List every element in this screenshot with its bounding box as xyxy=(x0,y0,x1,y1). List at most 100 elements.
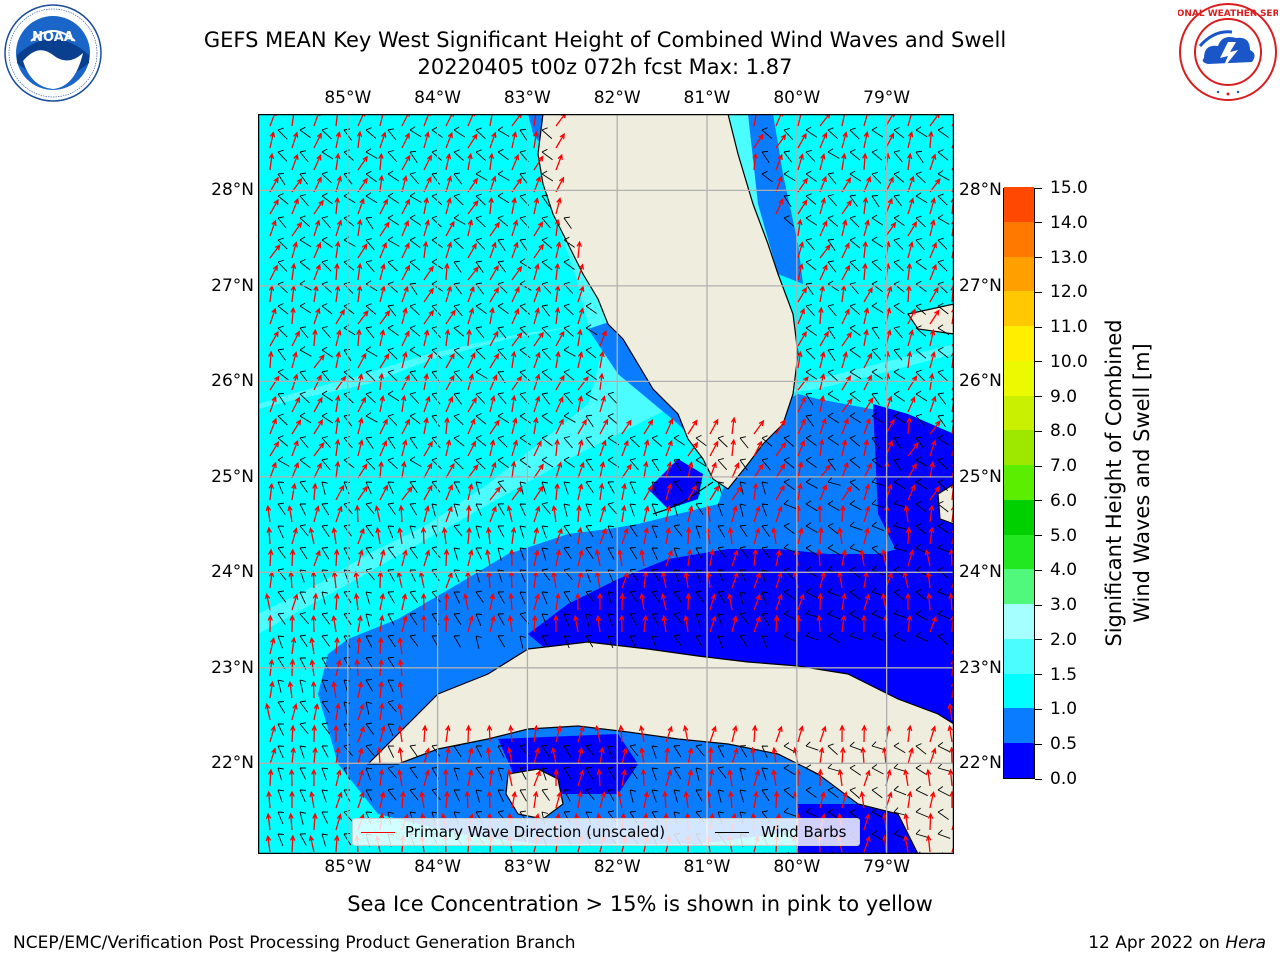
wave-direction-arrow xyxy=(401,307,408,325)
colorbar-tick-label: 8.0 xyxy=(1050,421,1078,442)
wave-direction-arrow xyxy=(599,350,605,369)
wave-direction-arrow xyxy=(621,482,627,501)
wind-barb xyxy=(299,172,309,185)
wave-direction-arrow xyxy=(401,351,408,369)
wave-direction-arrow xyxy=(489,592,496,611)
wind-barb xyxy=(497,789,505,802)
wave-direction-arrow xyxy=(489,221,500,237)
wind-barb xyxy=(519,303,531,315)
wave-direction-arrow xyxy=(775,548,782,567)
wave-direction-arrow xyxy=(357,463,368,479)
wave-direction-arrow xyxy=(291,461,299,479)
wave-direction-arrow xyxy=(687,768,694,787)
wind-barb xyxy=(497,148,509,161)
wave-direction-arrow xyxy=(489,287,499,303)
wave-direction-arrow xyxy=(334,114,341,127)
wind-barb xyxy=(321,127,332,140)
wind-barb xyxy=(827,304,837,317)
wind-barb xyxy=(541,127,553,139)
wind-barb xyxy=(475,613,483,627)
wind-barb xyxy=(585,524,594,538)
wind-barb xyxy=(409,503,418,516)
wind-barb xyxy=(387,192,400,204)
lon-label-bottom: 85°W xyxy=(324,857,372,877)
wind-barb xyxy=(519,456,531,468)
wind-barb xyxy=(409,391,420,404)
wave-direction-arrow xyxy=(906,614,913,633)
wind-barb xyxy=(299,150,309,163)
wind-barb xyxy=(827,348,836,362)
wave-direction-arrow xyxy=(553,768,559,787)
wind-barb xyxy=(673,458,682,472)
wind-barb xyxy=(849,457,861,469)
wave-direction-arrow xyxy=(907,375,918,391)
wind-barb xyxy=(277,635,285,649)
lat-label-right: 23°N xyxy=(959,657,1002,678)
wind-barb xyxy=(783,567,794,580)
wave-direction-arrow xyxy=(378,702,385,721)
wave-direction-arrow xyxy=(444,592,450,611)
wind-barb xyxy=(453,612,462,626)
wave-direction-arrow xyxy=(401,175,408,193)
wave-direction-arrow xyxy=(423,505,430,523)
wave-direction-arrow xyxy=(665,549,673,567)
wind-barb xyxy=(365,238,375,251)
wave-direction-arrow xyxy=(841,199,852,215)
wave-direction-arrow xyxy=(335,308,345,325)
wave-direction-arrow xyxy=(709,485,720,501)
wind-barb xyxy=(937,742,950,753)
wave-direction-arrow xyxy=(621,571,629,589)
wind-barb xyxy=(321,326,331,339)
wave-direction-arrow xyxy=(841,114,848,127)
wave-direction-arrow xyxy=(467,352,476,369)
wave-direction-arrow xyxy=(797,526,804,545)
wave-direction-arrow xyxy=(709,461,717,479)
wind-barb xyxy=(321,236,333,248)
wind-barb xyxy=(937,786,950,797)
wave-direction-arrow xyxy=(555,725,562,743)
colorbar-tick-mark xyxy=(1035,222,1042,224)
wind-barb xyxy=(387,436,396,450)
wind-barb xyxy=(629,503,636,517)
wave-direction-arrow xyxy=(861,724,867,743)
wind-barb xyxy=(475,590,484,603)
wind-barb xyxy=(915,743,927,755)
wave-direction-arrow xyxy=(775,441,787,457)
wave-direction-arrow xyxy=(423,196,429,215)
wind-barb xyxy=(453,149,465,161)
wave-direction-arrow xyxy=(752,548,758,567)
wind-barb xyxy=(827,326,836,340)
wave-direction-arrow xyxy=(356,262,363,281)
wave-direction-arrow xyxy=(599,395,606,413)
wind-barb xyxy=(629,635,637,648)
wind-barb xyxy=(277,413,288,426)
colorbar-segment xyxy=(1004,742,1034,778)
wind-barb xyxy=(893,326,903,339)
wind-barb xyxy=(937,763,951,772)
wave-direction-arrow xyxy=(929,460,935,479)
wave-direction-arrow xyxy=(907,484,916,501)
wind-barb xyxy=(607,413,619,425)
wind-barb xyxy=(761,635,769,649)
wave-direction-arrow xyxy=(577,285,585,303)
wind-barb xyxy=(299,236,312,248)
wind-barb xyxy=(299,280,312,291)
wind-barb xyxy=(299,679,306,693)
wind-barb xyxy=(805,631,819,641)
wave-direction-arrow xyxy=(837,526,843,545)
wind-barb xyxy=(827,523,839,535)
wave-direction-arrow xyxy=(266,790,272,809)
wind-barb xyxy=(607,789,615,802)
wind-barb xyxy=(277,237,288,250)
wave-direction-arrow xyxy=(797,418,806,435)
wind-barb xyxy=(519,172,529,185)
wave-direction-arrow xyxy=(291,114,297,127)
wind-barb xyxy=(453,435,465,447)
wave-direction-arrow xyxy=(310,614,317,633)
nws-logo: NATIONAL WEATHER SERVICE xyxy=(1178,3,1278,101)
wave-direction-arrow xyxy=(533,505,541,523)
wave-direction-arrow xyxy=(841,152,847,171)
wind-barb xyxy=(541,392,551,405)
wind-barb xyxy=(915,171,926,184)
colorbar-tick-label: 4.0 xyxy=(1050,560,1078,581)
